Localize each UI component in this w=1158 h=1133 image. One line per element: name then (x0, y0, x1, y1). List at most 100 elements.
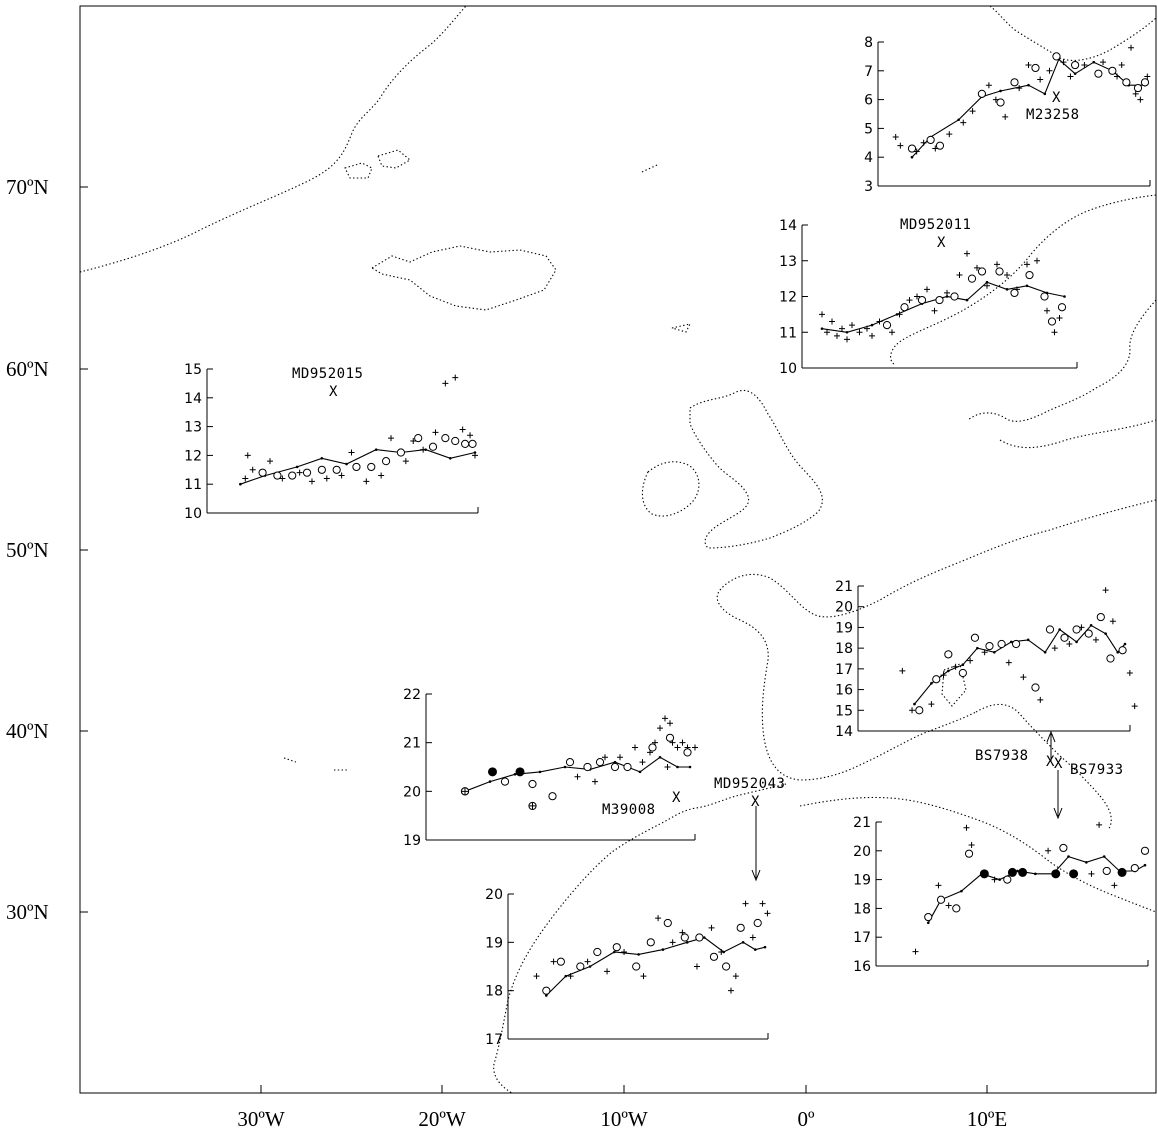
y-tick-label: 19 (403, 833, 421, 849)
inset-chart-md952043: 17 18 19 20 (485, 887, 771, 1048)
trend-point (820, 327, 824, 330)
plus-point (1044, 307, 1050, 314)
plus-point (667, 720, 673, 727)
open-circle-point (935, 141, 945, 150)
plus-point (909, 707, 916, 714)
open-circle-point (977, 267, 987, 276)
y-tick-label: 20 (403, 784, 421, 800)
open-circle-point (1096, 612, 1105, 622)
plus-point (1131, 703, 1138, 710)
open-circle-point (414, 434, 423, 443)
trend-point (449, 456, 452, 460)
open-circle-point (367, 462, 376, 472)
trend-point (930, 682, 933, 685)
y-tick-label: 22 (403, 687, 421, 703)
plus-point (1037, 696, 1044, 703)
trend-point (685, 941, 689, 944)
plus-point (727, 987, 734, 994)
trend-point (658, 755, 662, 759)
plus-point (960, 119, 967, 126)
y-tick-label: 16 (835, 683, 853, 699)
open-circle-point (663, 918, 672, 928)
open-circle-point (273, 471, 282, 480)
open-circle-point (1040, 292, 1049, 301)
plus-point (632, 744, 638, 751)
y-tick-label: 18 (835, 641, 853, 657)
trend-point (753, 948, 757, 951)
trend-point (613, 950, 616, 954)
open-circle-point (736, 923, 745, 932)
open-circle-point (461, 439, 470, 448)
open-circle-point (1010, 78, 1019, 87)
open-circle-point (977, 89, 987, 98)
canary-islands (283, 757, 348, 771)
plus-point (655, 915, 662, 922)
open-circle-point (1118, 646, 1127, 655)
open-circle-point (1060, 633, 1069, 642)
y-tick-label: 20 (853, 844, 871, 860)
plus-point (467, 432, 474, 439)
open-circle-point (932, 675, 941, 684)
plus-point (1126, 670, 1133, 676)
y-tick-label: 17 (853, 930, 871, 946)
y-tick-label: 15 (835, 703, 853, 719)
y-tick-label: 3 (864, 179, 873, 195)
open-circle-point (1052, 52, 1061, 61)
filled-circle-point (979, 869, 989, 879)
plus-point (388, 435, 395, 442)
open-circle-point (970, 633, 980, 642)
plus-point (974, 264, 980, 271)
open-circle-point (302, 468, 312, 477)
lon-label-30w: 30ºW (237, 1107, 285, 1131)
plus-point (679, 739, 686, 746)
y-tick-label: 14 (184, 391, 202, 407)
open-circle-point (1084, 629, 1093, 638)
plus-point (348, 449, 355, 456)
plus-point (964, 250, 970, 257)
trend-point (1067, 855, 1070, 858)
open-circle-point (935, 295, 944, 305)
open-circle-point (381, 457, 391, 466)
plus-point (981, 649, 988, 656)
plus-point (592, 778, 598, 785)
open-circle-point (683, 748, 692, 757)
plus-point (896, 311, 903, 318)
plus-point (452, 374, 459, 381)
open-circle-point (952, 904, 961, 913)
plus-point (985, 82, 992, 89)
open-circle-point (753, 918, 762, 928)
y-tick-label: 5 (864, 121, 873, 137)
site-label-m39008: M39008 (602, 802, 656, 818)
trend-point (374, 448, 378, 451)
trend-point (1043, 92, 1047, 96)
plus-point (1088, 870, 1095, 877)
trend-point (295, 465, 299, 469)
plus-point (708, 924, 715, 931)
core-marker-m39008: X (672, 790, 681, 806)
open-circle-point (593, 947, 602, 957)
y-tick-label: 10 (779, 361, 797, 377)
trend-point (999, 89, 1002, 93)
plus-point (906, 297, 913, 304)
open-circle-point (944, 650, 953, 659)
plus-point (914, 293, 920, 300)
open-circle-point (623, 762, 632, 772)
trend-point (545, 994, 548, 997)
y-tick-label: 19 (835, 620, 853, 636)
trend-point (1016, 869, 1019, 873)
trend-point (1058, 628, 1061, 631)
open-circle-point (1072, 625, 1081, 634)
plus-point (963, 824, 970, 831)
trend-point (320, 456, 324, 460)
plus-point (991, 876, 998, 883)
open-circle-point (610, 762, 620, 772)
open-circle-point (612, 943, 621, 952)
trend-point (947, 669, 950, 673)
plus-point (856, 329, 863, 336)
site-label-m23258: M23258 (1026, 107, 1080, 123)
open-circle-point (451, 436, 460, 446)
plus-point (1045, 847, 1052, 854)
y-tick-label: 18 (485, 984, 503, 1000)
trend-point (961, 663, 965, 667)
